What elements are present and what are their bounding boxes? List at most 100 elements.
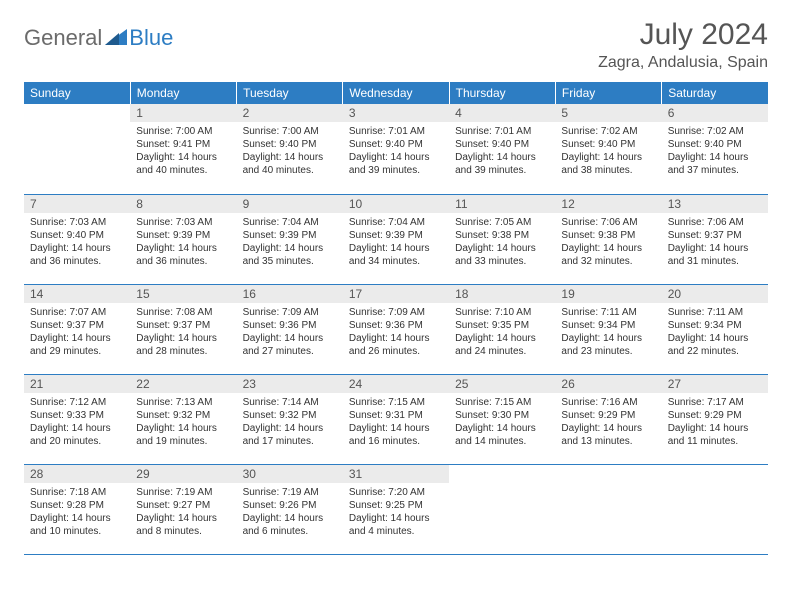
sunset-text: Sunset: 9:26 PM [243,499,337,512]
sunrise-text: Sunrise: 7:03 AM [30,216,124,229]
day-content: Sunrise: 7:14 AMSunset: 9:32 PMDaylight:… [237,393,343,452]
day-content: Sunrise: 7:03 AMSunset: 9:39 PMDaylight:… [130,213,236,272]
sunset-text: Sunset: 9:36 PM [243,319,337,332]
sunset-text: Sunset: 9:39 PM [136,229,230,242]
sunrise-text: Sunrise: 7:06 AM [668,216,762,229]
calendar-day-cell: 7Sunrise: 7:03 AMSunset: 9:40 PMDaylight… [24,194,130,284]
day-content: Sunrise: 7:18 AMSunset: 9:28 PMDaylight:… [24,483,130,542]
daylight-text: Daylight: 14 hours and 6 minutes. [243,512,337,538]
sunset-text: Sunset: 9:34 PM [668,319,762,332]
sunrise-text: Sunrise: 7:15 AM [349,396,443,409]
calendar-day-cell: 27Sunrise: 7:17 AMSunset: 9:29 PMDayligh… [662,374,768,464]
calendar-week-row: 14Sunrise: 7:07 AMSunset: 9:37 PMDayligh… [24,284,768,374]
daylight-text: Daylight: 14 hours and 20 minutes. [30,422,124,448]
calendar-day-cell: 17Sunrise: 7:09 AMSunset: 9:36 PMDayligh… [343,284,449,374]
calendar-day-cell: 10Sunrise: 7:04 AMSunset: 9:39 PMDayligh… [343,194,449,284]
weekday-header: Friday [555,82,661,104]
sunrise-text: Sunrise: 7:00 AM [136,125,230,138]
sunset-text: Sunset: 9:38 PM [561,229,655,242]
sunrise-text: Sunrise: 7:13 AM [136,396,230,409]
day-number: 12 [555,195,661,213]
calendar-day-cell [555,464,661,554]
sunset-text: Sunset: 9:28 PM [30,499,124,512]
calendar-day-cell: 18Sunrise: 7:10 AMSunset: 9:35 PMDayligh… [449,284,555,374]
calendar-day-cell: 12Sunrise: 7:06 AMSunset: 9:38 PMDayligh… [555,194,661,284]
day-number: 2 [237,104,343,122]
daylight-text: Daylight: 14 hours and 35 minutes. [243,242,337,268]
calendar-day-cell: 20Sunrise: 7:11 AMSunset: 9:34 PMDayligh… [662,284,768,374]
sunrise-text: Sunrise: 7:08 AM [136,306,230,319]
sunset-text: Sunset: 9:29 PM [668,409,762,422]
sunrise-text: Sunrise: 7:00 AM [243,125,337,138]
calendar-day-cell: 2Sunrise: 7:00 AMSunset: 9:40 PMDaylight… [237,104,343,194]
day-content: Sunrise: 7:15 AMSunset: 9:30 PMDaylight:… [449,393,555,452]
daylight-text: Daylight: 14 hours and 38 minutes. [561,151,655,177]
daylight-text: Daylight: 14 hours and 40 minutes. [243,151,337,177]
calendar-day-cell: 30Sunrise: 7:19 AMSunset: 9:26 PMDayligh… [237,464,343,554]
sunset-text: Sunset: 9:31 PM [349,409,443,422]
sunrise-text: Sunrise: 7:19 AM [243,486,337,499]
day-content: Sunrise: 7:02 AMSunset: 9:40 PMDaylight:… [555,122,661,181]
daylight-text: Daylight: 14 hours and 13 minutes. [561,422,655,448]
day-number: 24 [343,375,449,393]
sunrise-text: Sunrise: 7:11 AM [561,306,655,319]
calendar-day-cell: 16Sunrise: 7:09 AMSunset: 9:36 PMDayligh… [237,284,343,374]
calendar-day-cell: 4Sunrise: 7:01 AMSunset: 9:40 PMDaylight… [449,104,555,194]
day-number: 7 [24,195,130,213]
sunrise-text: Sunrise: 7:01 AM [349,125,443,138]
sunrise-text: Sunrise: 7:03 AM [136,216,230,229]
daylight-text: Daylight: 14 hours and 37 minutes. [668,151,762,177]
day-content: Sunrise: 7:19 AMSunset: 9:26 PMDaylight:… [237,483,343,542]
calendar-day-cell: 1Sunrise: 7:00 AMSunset: 9:41 PMDaylight… [130,104,236,194]
sunset-text: Sunset: 9:40 PM [668,138,762,151]
calendar-day-cell: 5Sunrise: 7:02 AMSunset: 9:40 PMDaylight… [555,104,661,194]
sunrise-text: Sunrise: 7:17 AM [668,396,762,409]
day-number: 1 [130,104,236,122]
day-content: Sunrise: 7:02 AMSunset: 9:40 PMDaylight:… [662,122,768,181]
sunset-text: Sunset: 9:37 PM [136,319,230,332]
sunrise-text: Sunrise: 7:07 AM [30,306,124,319]
daylight-text: Daylight: 14 hours and 31 minutes. [668,242,762,268]
day-content: Sunrise: 7:11 AMSunset: 9:34 PMDaylight:… [555,303,661,362]
day-number: 17 [343,285,449,303]
daylight-text: Daylight: 14 hours and 27 minutes. [243,332,337,358]
calendar-day-cell [449,464,555,554]
day-content: Sunrise: 7:13 AMSunset: 9:32 PMDaylight:… [130,393,236,452]
day-content: Sunrise: 7:04 AMSunset: 9:39 PMDaylight:… [343,213,449,272]
sunset-text: Sunset: 9:38 PM [455,229,549,242]
sunset-text: Sunset: 9:35 PM [455,319,549,332]
sunset-text: Sunset: 9:41 PM [136,138,230,151]
daylight-text: Daylight: 14 hours and 23 minutes. [561,332,655,358]
logo: General Blue [24,18,173,58]
logo-triangle-icon [105,27,127,50]
day-number [555,465,661,469]
weekday-header: Saturday [662,82,768,104]
day-number: 9 [237,195,343,213]
daylight-text: Daylight: 14 hours and 10 minutes. [30,512,124,538]
calendar-day-cell: 25Sunrise: 7:15 AMSunset: 9:30 PMDayligh… [449,374,555,464]
calendar-day-cell: 26Sunrise: 7:16 AMSunset: 9:29 PMDayligh… [555,374,661,464]
day-number: 21 [24,375,130,393]
sunrise-text: Sunrise: 7:02 AM [561,125,655,138]
sunset-text: Sunset: 9:40 PM [349,138,443,151]
day-number: 25 [449,375,555,393]
day-content: Sunrise: 7:12 AMSunset: 9:33 PMDaylight:… [24,393,130,452]
calendar-day-cell: 6Sunrise: 7:02 AMSunset: 9:40 PMDaylight… [662,104,768,194]
sunset-text: Sunset: 9:40 PM [30,229,124,242]
calendar-day-cell: 29Sunrise: 7:19 AMSunset: 9:27 PMDayligh… [130,464,236,554]
daylight-text: Daylight: 14 hours and 33 minutes. [455,242,549,268]
sunset-text: Sunset: 9:29 PM [561,409,655,422]
weekday-header: Sunday [24,82,130,104]
calendar-table: Sunday Monday Tuesday Wednesday Thursday… [24,82,768,555]
day-content: Sunrise: 7:01 AMSunset: 9:40 PMDaylight:… [449,122,555,181]
day-content: Sunrise: 7:19 AMSunset: 9:27 PMDaylight:… [130,483,236,542]
calendar-body: 1Sunrise: 7:00 AMSunset: 9:41 PMDaylight… [24,104,768,554]
sunset-text: Sunset: 9:32 PM [136,409,230,422]
day-number: 30 [237,465,343,483]
calendar-day-cell: 22Sunrise: 7:13 AMSunset: 9:32 PMDayligh… [130,374,236,464]
sunset-text: Sunset: 9:37 PM [30,319,124,332]
day-number: 29 [130,465,236,483]
day-number: 10 [343,195,449,213]
day-number: 20 [662,285,768,303]
day-number [24,104,130,108]
